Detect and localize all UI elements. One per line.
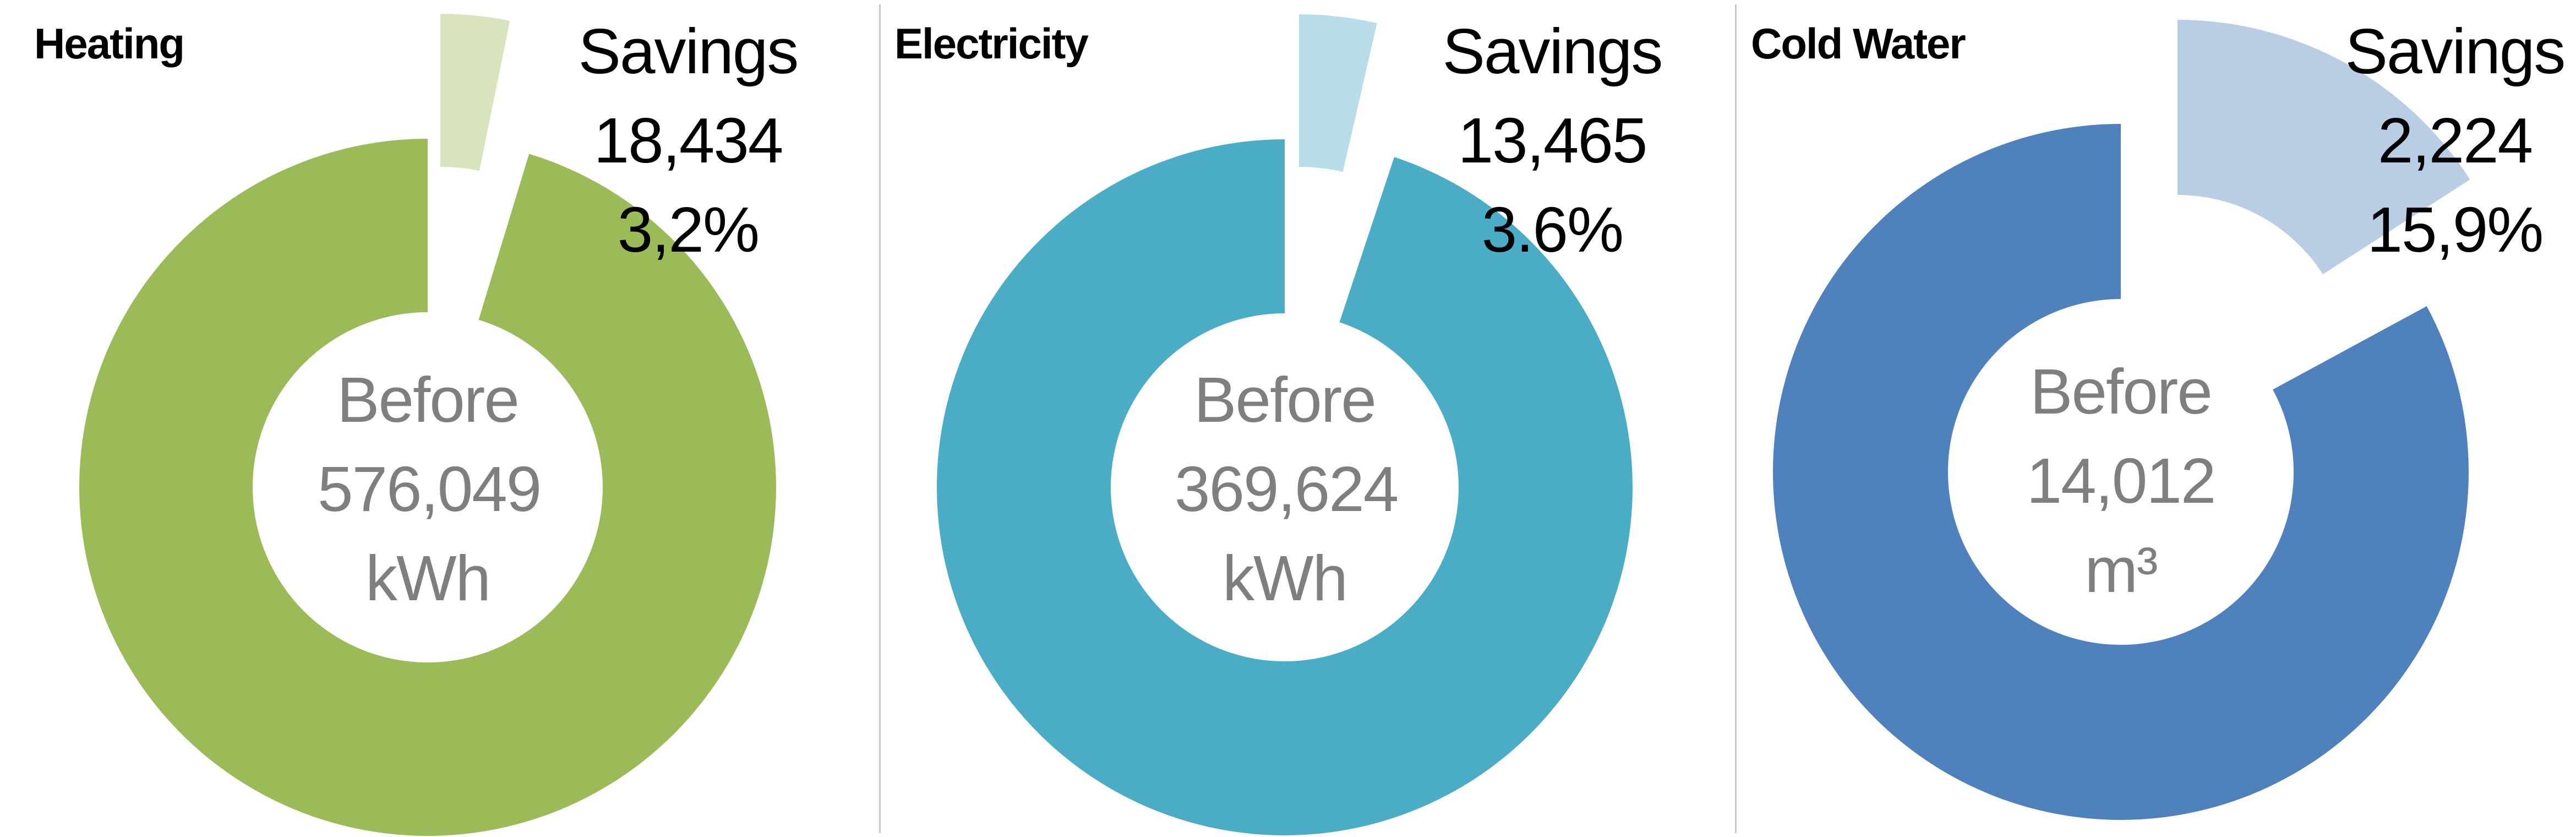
before-label: Before 369,624 kWh	[1175, 355, 1399, 623]
donut-slice-before[interactable]	[79, 139, 777, 836]
chart-title: Electricity	[894, 19, 1089, 68]
panel-separator	[879, 4, 881, 833]
before-unit: m³	[2084, 534, 2158, 606]
savings-caption: Savings	[1442, 15, 1663, 87]
savings-value: 13,465	[1458, 105, 1648, 176]
savings-value: 2,224	[2377, 105, 2533, 176]
before-unit: kWh	[365, 542, 491, 614]
before-value: 576,049	[318, 453, 542, 525]
savings-caption: Savings	[578, 15, 799, 87]
donut-chart-heating	[79, 14, 777, 836]
panel-separator	[1735, 4, 1737, 833]
before-unit: kWh	[1222, 542, 1348, 614]
savings-percent: 3.6%	[1481, 194, 1624, 265]
donut-slice-savings[interactable]	[1299, 14, 1377, 172]
before-value: 14,012	[2026, 445, 2217, 517]
savings-label: Savings 2,224 15,9%	[2345, 7, 2566, 274]
savings-value: 18,434	[593, 105, 784, 176]
savings-percent: 3,2%	[617, 194, 760, 265]
savings-percent: 15,9%	[2367, 194, 2544, 265]
chart-title: Cold Water	[1751, 19, 1966, 68]
before-caption: Before	[337, 364, 520, 436]
donut-chart-electricity	[937, 14, 1633, 836]
donut-slice-before[interactable]	[1773, 124, 2469, 820]
donut-slice-before[interactable]	[937, 139, 1633, 836]
chart-panel-heating: Heating Savings 18,434 3,2% Before 576,0…	[0, 0, 859, 837]
donut-slice-savings[interactable]	[2177, 20, 2470, 275]
before-caption: Before	[2030, 356, 2213, 427]
before-value: 369,624	[1175, 453, 1399, 525]
before-caption: Before	[1194, 364, 1377, 436]
donut-slice-savings[interactable]	[440, 14, 510, 171]
chart-panel-electricity: Electricity Savings 13,465 3.6% Before 3…	[859, 0, 1717, 837]
savings-label: Savings 18,434 3,2%	[578, 7, 799, 274]
savings-label: Savings 13,465 3.6%	[1442, 7, 1663, 274]
donut-chart-cold-water	[1773, 20, 2470, 820]
chart-title: Heating	[34, 19, 185, 68]
before-label: Before 576,049 kWh	[318, 355, 542, 623]
savings-caption: Savings	[2345, 15, 2566, 87]
chart-panel-cold-water: Cold Water Savings 2,224 15,9% Before 14…	[1717, 0, 2576, 837]
before-label: Before 14,012 m³	[2011, 347, 2231, 615]
